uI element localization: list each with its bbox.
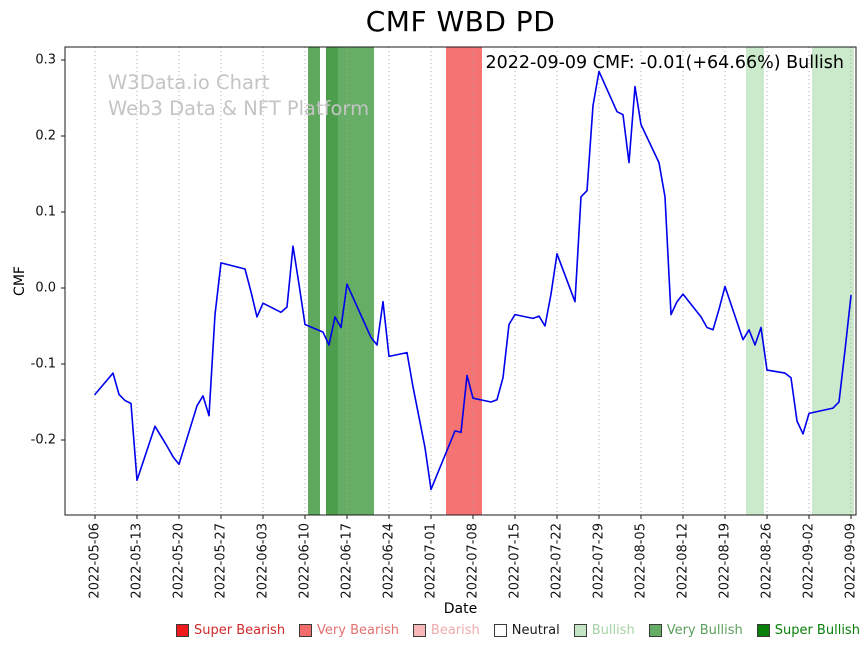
- x-tick-label: 2022-07-29: [592, 523, 607, 599]
- legend-label: Neutral: [511, 622, 560, 638]
- x-tick-label: 2022-08-19: [718, 523, 733, 599]
- legend-swatch: [756, 623, 770, 637]
- legend-item-bearish: Bearish: [412, 622, 480, 638]
- legend-swatch: [412, 623, 426, 637]
- y-tick-label: 0.2: [35, 128, 56, 143]
- x-tick-label: 2022-05-27: [214, 523, 229, 599]
- x-tick-label: 2022-09-02: [802, 523, 817, 599]
- signal-band-bullish: [812, 47, 854, 515]
- legend-item-very-bullish: Very Bullish: [648, 622, 743, 638]
- legend-label: Very Bullish: [666, 622, 743, 638]
- legend-label: Super Bullish: [774, 622, 860, 638]
- legend-label: Very Bearish: [317, 622, 399, 638]
- legend-item-very-bearish: Very Bearish: [299, 623, 399, 638]
- x-tick-label: 2022-07-15: [508, 523, 523, 599]
- x-tick-label: 2022-06-03: [256, 523, 271, 599]
- legend-item-super-bullish: Super Bullish: [756, 622, 860, 638]
- x-tick-label: 2022-07-08: [466, 523, 481, 599]
- y-tick-label: 0.1: [35, 204, 56, 219]
- cmf-line: [94, 70, 852, 491]
- x-tick-label: 2022-05-20: [172, 523, 187, 599]
- x-tick-label: 2022-07-22: [550, 523, 565, 599]
- legend-swatch: [299, 623, 313, 637]
- legend-swatch: [573, 623, 587, 637]
- legend: Super Bearish Very Bearish Bearish Neutral B…: [176, 620, 860, 640]
- x-tick-label: 2022-08-12: [676, 523, 691, 599]
- x-tick-label: 2022-05-13: [130, 523, 145, 599]
- signal-band-very-bearish: [446, 47, 482, 515]
- plot-frame: [64, 46, 857, 516]
- x-tick-label: 2022-07-01: [424, 523, 439, 599]
- signal-band-very-bullish: [326, 47, 338, 515]
- latest-cmf-annotation: 2022-09-09 CMF: -0.01(+64.66%) Bullish: [485, 53, 844, 73]
- legend-item-bullish: Bullish: [573, 622, 635, 638]
- signal-band-bullish: [746, 47, 764, 515]
- x-tick-label: 2022-06-24: [382, 523, 397, 599]
- x-tick-label: 2022-05-06: [88, 523, 103, 599]
- legend-label: Bullish: [591, 622, 635, 638]
- x-axis-label: Date: [443, 601, 478, 617]
- y-axis-label: CMF: [12, 266, 28, 296]
- x-tick-label: 2022-09-09: [844, 523, 859, 599]
- signal-band-very-bullish: [338, 47, 374, 515]
- legend-item-neutral: Neutral: [493, 622, 560, 638]
- signal-band-very-bullish: [308, 47, 320, 515]
- legend-label: Super Bearish: [194, 622, 286, 638]
- y-tick-label: 0.3: [35, 52, 56, 67]
- legend-swatch: [176, 623, 189, 637]
- legend-label: Bearish: [430, 622, 480, 638]
- x-tick-label: 2022-06-10: [298, 523, 313, 599]
- y-tick-label: -0.2: [31, 432, 56, 447]
- y-tick-label: -0.1: [31, 356, 56, 371]
- legend-swatch: [648, 623, 662, 637]
- x-tick-label: 2022-08-05: [634, 523, 649, 599]
- chart-title: CMF WBD PD: [365, 5, 556, 38]
- x-tick-label: 2022-06-17: [340, 523, 355, 599]
- legend-item-super-bearish: Super Bearish: [176, 623, 285, 638]
- legend-swatch: [493, 623, 507, 637]
- y-tick-label: 0.0: [35, 280, 56, 295]
- x-tick-label: 2022-08-26: [760, 523, 775, 599]
